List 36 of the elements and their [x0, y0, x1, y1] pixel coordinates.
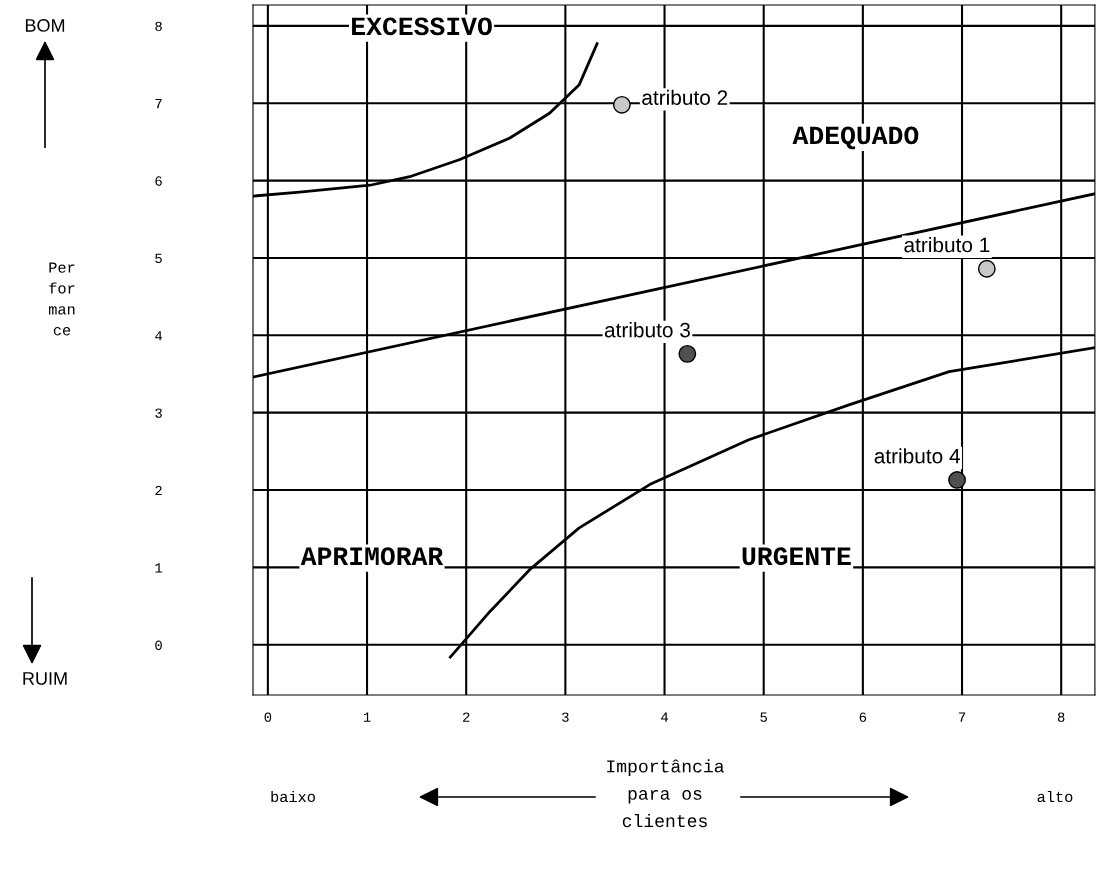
- y-tick-label: 0: [155, 640, 162, 650]
- x-tick-label: 7: [958, 712, 966, 722]
- annotation: URGENTE: [742, 547, 851, 566]
- x-tick-label: 8: [1057, 712, 1065, 722]
- x-tick-label: 4: [661, 712, 668, 722]
- y-tick-label: 3: [155, 408, 162, 418]
- x-axis-title: Importância para os clientes: [607, 759, 724, 828]
- annotation: ADEQUADO: [792, 126, 919, 150]
- text: alto: [1037, 790, 1073, 803]
- x-tick-label: 1: [363, 712, 371, 722]
- point: [612, 95, 631, 114]
- text: Per for man ce: [48, 262, 75, 336]
- x-tick-label: 6: [859, 712, 867, 722]
- series-label: atributo 4: [874, 448, 960, 464]
- y-tick-label: 2: [155, 485, 162, 496]
- series-label: atributo 3: [604, 322, 690, 338]
- x-tick-label: 3: [562, 712, 569, 722]
- annotation: EXCESSIVO: [352, 17, 492, 36]
- text: BOM: [25, 19, 65, 32]
- point: [977, 259, 996, 278]
- annotation: APRIMORAR: [300, 547, 444, 566]
- x-tick-label: 2: [463, 712, 470, 722]
- text: baixo: [271, 790, 315, 803]
- y-tick-label: 8: [155, 21, 162, 32]
- x-tick-label: 5: [760, 712, 767, 722]
- x-tick-label: 0: [264, 712, 272, 722]
- series-label: atributo 1: [904, 237, 990, 253]
- y-tick-label: 1: [155, 563, 163, 573]
- text: RUIM: [23, 672, 67, 685]
- y-tick-label: 5: [155, 253, 162, 264]
- y-tick-label: 4: [155, 331, 163, 341]
- y-tick-label: 7: [155, 99, 162, 109]
- series-label: atributo 2: [642, 89, 728, 105]
- point: [948, 471, 966, 489]
- point: [678, 344, 697, 363]
- y-tick-label: 6: [155, 176, 162, 186]
